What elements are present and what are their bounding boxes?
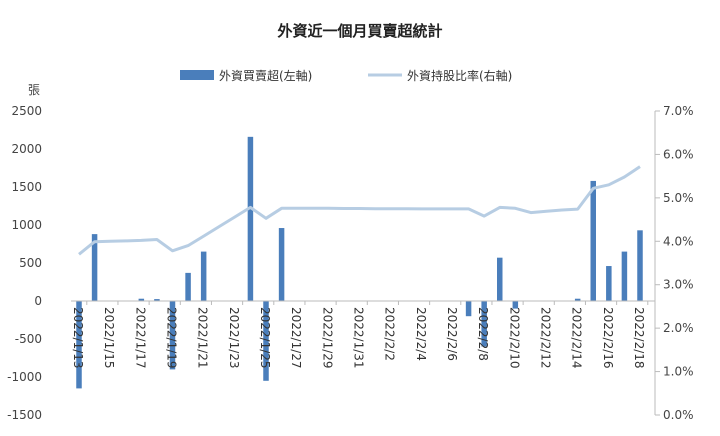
legend-label-bar: 外資買賣超(左軸) [219, 68, 312, 83]
bar [590, 180, 596, 301]
x-tick-label: 2022/2/16 [601, 307, 615, 369]
bar [91, 234, 98, 301]
x-tick-label: 2022/1/19 [165, 307, 179, 369]
x-tick-label: 2022/2/14 [570, 307, 584, 369]
bar [247, 136, 254, 301]
left-axis-unit: 張 [28, 83, 40, 97]
left-tick-label: 500 [19, 256, 42, 270]
legend-swatch-bar [180, 70, 214, 80]
x-tick-label: 2022/2/2 [383, 307, 397, 361]
bar [278, 228, 285, 301]
bar [169, 301, 176, 370]
left-tick-label: 2500 [11, 104, 42, 118]
bar [606, 266, 612, 301]
x-tick-label: 2022/1/27 [289, 307, 303, 369]
x-tick-label: 2022/2/4 [414, 307, 428, 361]
x-tick-label: 2022/1/31 [352, 307, 366, 369]
x-tick-label: 2022/1/23 [227, 307, 241, 369]
left-axis-ticks: 2500 2000 1500 1000 500 0 -500 -1000 -1500 [7, 104, 42, 422]
bar [465, 301, 472, 317]
category-tickmarks [86, 301, 649, 305]
right-tick-label: 1.0% [663, 365, 694, 379]
left-tick-label: 0 [34, 294, 42, 308]
right-tick-label: 7.0% [663, 104, 694, 118]
bar [621, 251, 628, 301]
right-tick-label: 3.0% [663, 278, 694, 292]
x-tick-label: 2022/2/12 [539, 307, 553, 369]
bar [76, 301, 82, 389]
bar [637, 230, 643, 301]
left-tick-label: -1000 [7, 370, 42, 384]
x-tick-label: 2022/1/21 [196, 307, 210, 369]
legend-label-line: 外資持股比率(右軸) [407, 68, 512, 83]
holding-ratio-line [78, 165, 641, 256]
x-tick-label: 2022/2/18 [632, 307, 646, 369]
x-tick-label: 2022/2/10 [507, 307, 521, 369]
legend: 外資買賣超(左軸) 外資持股比率(右軸) [180, 68, 512, 83]
right-tick-label: 0.0% [663, 408, 694, 422]
x-tick-label: 2022/1/29 [320, 307, 334, 369]
bar [481, 301, 487, 347]
x-tick-label: 2022/2/8 [476, 307, 490, 361]
right-tick-label: 5.0% [663, 191, 694, 205]
left-tick-label: -1500 [7, 408, 42, 422]
x-tick-label: 2022/2/6 [445, 307, 459, 361]
bar [574, 298, 581, 301]
bar [497, 257, 503, 301]
x-tick-label: 2022/1/17 [133, 307, 147, 369]
x-tick-label: 2022/1/15 [102, 307, 116, 369]
chart-title: 外資近一個月買賣超統計 [276, 22, 442, 40]
left-tick-label: 2000 [11, 142, 42, 156]
left-tick-label: -500 [15, 332, 42, 346]
bar [154, 299, 160, 301]
bar [185, 272, 191, 301]
bar-series [76, 136, 643, 389]
right-axis-tickmarks [655, 110, 660, 416]
right-tick-label: 6.0% [663, 147, 694, 161]
right-tick-label: 4.0% [663, 234, 694, 248]
x-tick-label: 2022/1/25 [258, 307, 272, 369]
bar [138, 298, 145, 301]
left-tick-label: 1500 [11, 180, 42, 194]
bar [200, 251, 207, 301]
bar [263, 301, 269, 381]
x-tick-label: 2022/1/13 [71, 307, 85, 369]
bar [512, 301, 519, 309]
right-tick-label: 2.0% [663, 321, 694, 335]
left-tick-label: 1000 [11, 218, 42, 232]
x-axis-ticks: 2022/1/13 2022/1/15 2022/1/17 2022/1/19 2022… [71, 307, 646, 369]
right-axis-ticks: 7.0% 6.0% 5.0% 4.0% 3.0% 2.0% 1.0% 0.0% [663, 104, 694, 422]
